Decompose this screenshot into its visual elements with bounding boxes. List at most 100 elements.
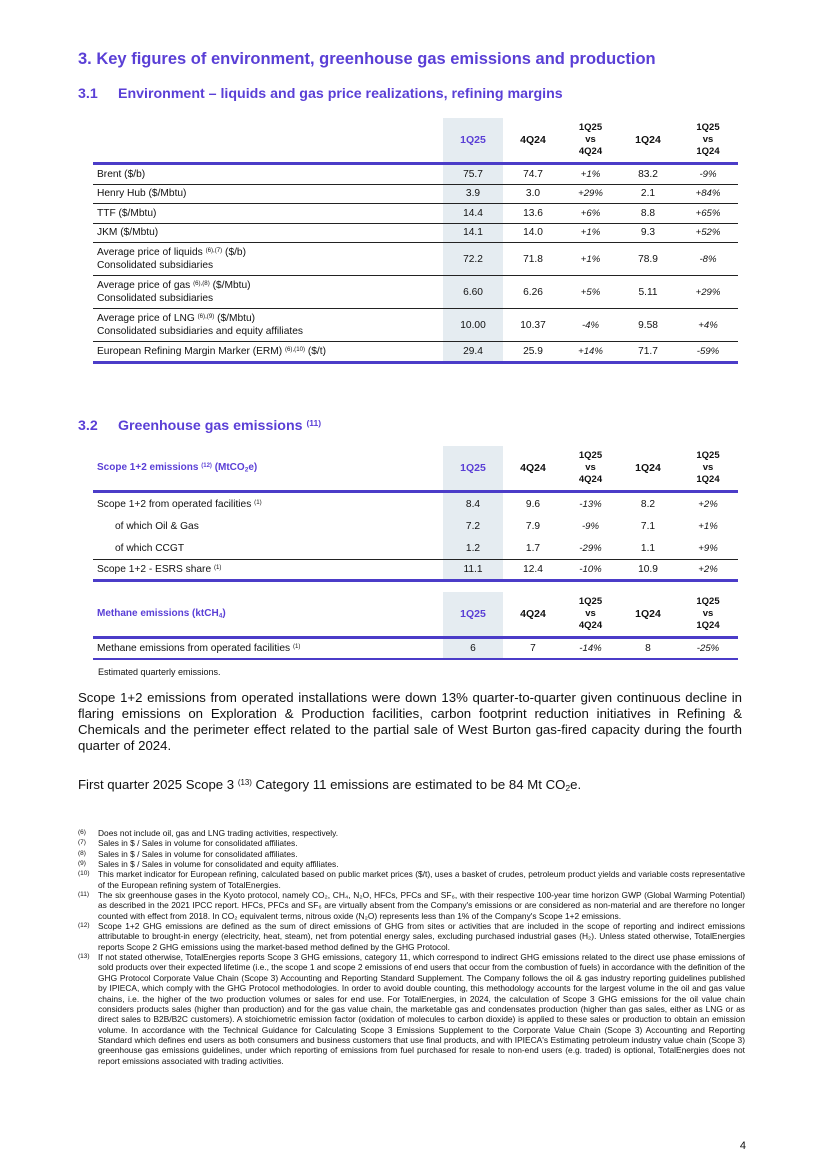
row-label: of which Oil & Gas <box>115 520 199 532</box>
value-cell: 6.26 <box>523 286 543 298</box>
value-cell: +1% <box>580 168 601 180</box>
paragraph-scope3: First quarter 2025 Scope 3 (13) Category… <box>78 777 582 794</box>
page-number: 4 <box>739 1140 746 1152</box>
value-cell: 11.1 <box>443 559 503 580</box>
value-cell: +1% <box>580 253 601 265</box>
value-cell: +2% <box>698 498 718 510</box>
value-cell: +1% <box>698 520 718 532</box>
value-cell: 14.0 <box>523 227 543 239</box>
value-cell: +1% <box>580 227 601 239</box>
value-cell: +5% <box>580 286 601 298</box>
footnote: (13) If not stated otherwise, TotalEnergi… <box>78 952 745 1066</box>
row-label: Brent ($/b) <box>97 168 146 180</box>
value-cell: 14.1 <box>443 223 503 243</box>
scope-emissions-table: Scope 1+2 emissions (12) (MtCO2e) 1Q25 4… <box>93 446 738 582</box>
row-label: Scope 1+2 - ESRS share (1) <box>97 563 222 575</box>
value-cell: 7.9 <box>525 520 541 532</box>
row-label: Scope 1+2 from operated facilities (1) <box>97 498 262 510</box>
footnote: (7) Sales in $ / Sales in volume for cons… <box>78 838 298 849</box>
value-cell: 8.4 <box>443 491 503 515</box>
row-label: Methane emissions from operated faciliti… <box>97 642 301 654</box>
table-row: Brent ($/b) 75.7 74.7 +1% 83.2 -9% <box>93 163 738 184</box>
value-cell: -25% <box>696 642 720 654</box>
row-label: of which CCGT <box>115 542 185 554</box>
value-cell: -14% <box>579 642 602 654</box>
value-cell: +2% <box>698 563 718 575</box>
value-cell: 8.2 <box>640 498 656 510</box>
value-cell: 8.8 <box>640 207 656 219</box>
value-cell: -9% <box>581 520 600 532</box>
value-cell: 9.6 <box>525 498 541 510</box>
value-cell: -9% <box>699 168 717 180</box>
value-cell: 9.3 <box>640 227 656 239</box>
table-row: of which Oil & Gas 7.2 7.9 -9% 7.1 +1% <box>93 515 738 537</box>
footnotes: (6) Does not include oil, gas and LNG tra… <box>78 828 745 1066</box>
value-cell: 12.4 <box>523 563 543 575</box>
price-realizations-table: 1Q25 4Q24 1Q25 vs 4Q24 1Q24 1Q25 vs 1Q24 Bre… <box>93 118 738 364</box>
methane-emissions-table: Methane emissions (ktCH4) 1Q25 4Q24 1Q25… <box>93 592 738 660</box>
row-label: Average price of gas (6),(8) ($/Mbtu) Con… <box>97 279 251 304</box>
value-cell: +29% <box>695 286 721 298</box>
value-cell: 71.7 <box>638 345 658 357</box>
value-cell: 25.9 <box>523 345 543 357</box>
value-cell: 1.2 <box>443 537 503 560</box>
table-header: Methane emissions (ktCH4) 1Q25 4Q24 1Q25… <box>93 592 738 638</box>
value-cell: 29.4 <box>443 341 503 362</box>
value-cell: 10.00 <box>443 308 503 342</box>
table-row: of which CCGT 1.2 1.7 -29% 1.1 +9% <box>93 537 738 560</box>
value-cell: 3.0 <box>525 188 541 200</box>
value-cell: 10.37 <box>520 319 546 331</box>
table-header: Scope 1+2 emissions (12) (MtCO2e) 1Q25 4… <box>93 446 738 492</box>
value-cell: -29% <box>579 542 602 554</box>
value-cell: 78.9 <box>638 253 658 265</box>
table-row: European Refining Margin Marker (ERM) (6… <box>93 341 738 362</box>
value-cell: -10% <box>579 563 602 575</box>
value-cell: 7.2 <box>443 515 503 537</box>
value-cell: 9.58 <box>638 319 658 331</box>
value-cell: 3.9 <box>443 184 503 204</box>
row-label: European Refining Margin Marker (ERM) (6… <box>97 345 326 357</box>
row-label: Average price of LNG (6),(9) ($/Mbtu) Con… <box>97 312 303 337</box>
row-label: Henry Hub ($/Mbtu) <box>97 188 187 200</box>
table-row: Average price of liquids (6),(7) ($/b) Co… <box>93 242 738 276</box>
value-cell: +65% <box>695 207 721 219</box>
value-cell: 6 <box>443 637 503 659</box>
table-header: 1Q25 4Q24 1Q25 vs 4Q24 1Q24 1Q25 vs 1Q24 <box>93 118 738 164</box>
value-cell: 1.1 <box>640 542 656 554</box>
section-3-title: 3. Key figures of environment, greenhous… <box>78 50 656 68</box>
value-cell: 72.2 <box>443 242 503 276</box>
value-cell: 5.11 <box>638 286 658 298</box>
footnote: (8) Sales in $ / Sales in volume for cons… <box>78 848 298 859</box>
value-cell: -13% <box>579 498 602 510</box>
value-cell: 14.4 <box>443 203 503 223</box>
value-cell: +14% <box>578 345 603 357</box>
value-cell: 6.60 <box>443 275 503 309</box>
value-cell: +84% <box>695 188 721 200</box>
value-cell: +6% <box>580 207 601 219</box>
value-cell: 8 <box>645 642 651 654</box>
row-label: JKM ($/Mbtu) <box>97 227 159 239</box>
table-row: Scope 1+2 from operated facilities (1) 8.… <box>93 491 738 515</box>
value-cell: 2.1 <box>640 188 656 200</box>
row-label: TTF ($/Mbtu) <box>97 207 157 219</box>
section-3-2-title: 3.2 Greenhouse gas emissions (11) <box>78 417 322 434</box>
row-label: Average price of liquids (6),(7) ($/b) Co… <box>97 246 246 271</box>
value-cell: 74.7 <box>523 168 543 180</box>
value-cell: 1.7 <box>525 542 541 554</box>
footnote: (10) This market indicator for European r… <box>78 869 745 890</box>
table-note: Estimated quarterly emissions. <box>98 667 221 677</box>
value-cell: -8% <box>699 253 717 265</box>
footnote: (6) Does not include oil, gas and LNG tra… <box>78 828 339 838</box>
table-row: Scope 1+2 - ESRS share (1) 11.1 12.4 -10% 10… <box>93 559 738 580</box>
table-row: Average price of gas (6),(8) ($/Mbtu) Con… <box>93 275 738 309</box>
footnote: (12) Scope 1+2 GHG emissions are defined … <box>78 921 745 952</box>
value-cell: 13.6 <box>523 207 543 219</box>
section-3-1-title: 3.1 Environment – liquids and gas price r… <box>78 86 563 102</box>
value-cell: +4% <box>698 319 718 331</box>
table-row: TTF ($/Mbtu) 14.4 13.6 +6% 8.8 +65% <box>93 203 738 223</box>
table-row: Average price of LNG (6),(9) ($/Mbtu) Con… <box>93 308 738 342</box>
value-cell: 75.7 <box>443 163 503 184</box>
value-cell: +52% <box>695 227 721 239</box>
value-cell: +9% <box>698 542 718 554</box>
